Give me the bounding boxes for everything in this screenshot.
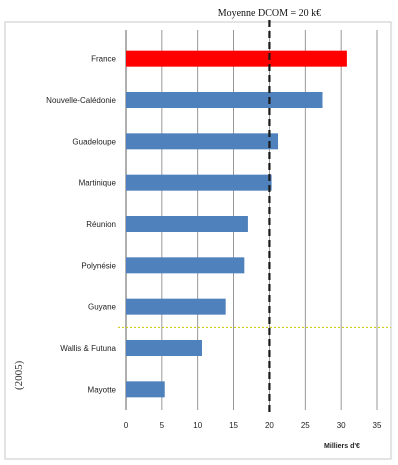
x-tick-label-0: 0 [124, 421, 129, 430]
reference-line-label: Moyenne DCOM = 20 k€ [218, 8, 321, 19]
category-labels: France Nouvelle-Calédonie Guadeloupe Martin… [46, 55, 116, 395]
category-label-guyane: Guyane [88, 303, 117, 312]
bar-france [126, 50, 347, 67]
x-tick-label-10: 10 [193, 421, 202, 430]
x-tick-label-15: 15 [229, 421, 238, 430]
bar-wallis-futuna [126, 340, 203, 356]
category-label-guadeloupe: Guadeloupe [72, 137, 116, 146]
year-note: (2005) [13, 360, 25, 390]
bars-layer [126, 50, 347, 398]
bar-polyn-sie [126, 257, 245, 274]
x-tick-label-35: 35 [373, 421, 382, 430]
category-label-wallis-futuna: Wallis & Futuna [60, 344, 116, 353]
category-label-nouvelle-cal-donie: Nouvelle-Calédonie [46, 96, 116, 105]
x-tick-label-5: 5 [160, 421, 165, 430]
category-label-r-union: Réunion [86, 220, 116, 229]
chart-frame [4, 21, 392, 460]
x-tick-label-30: 30 [337, 421, 346, 430]
category-label-martinique: Martinique [79, 179, 117, 188]
bar-r-union [126, 216, 248, 232]
x-axis-label: Milliers d'€ [324, 443, 360, 450]
category-label-mayotte: Mayotte [88, 385, 117, 394]
bar-nouvelle-cal-donie [126, 92, 323, 108]
bar-mayotte [126, 381, 165, 398]
bar-guyane [126, 298, 226, 315]
x-tick-labels: 0 5 10 15 20 25 30 35 [124, 421, 382, 430]
category-label-france: France [91, 55, 116, 64]
x-tick-label-25: 25 [301, 421, 310, 430]
bar-martinique [126, 174, 272, 191]
category-label-polyn-sie: Polynésie [81, 261, 116, 270]
x-tick-label-20: 20 [265, 421, 274, 430]
bar-guadeloupe [126, 133, 279, 150]
